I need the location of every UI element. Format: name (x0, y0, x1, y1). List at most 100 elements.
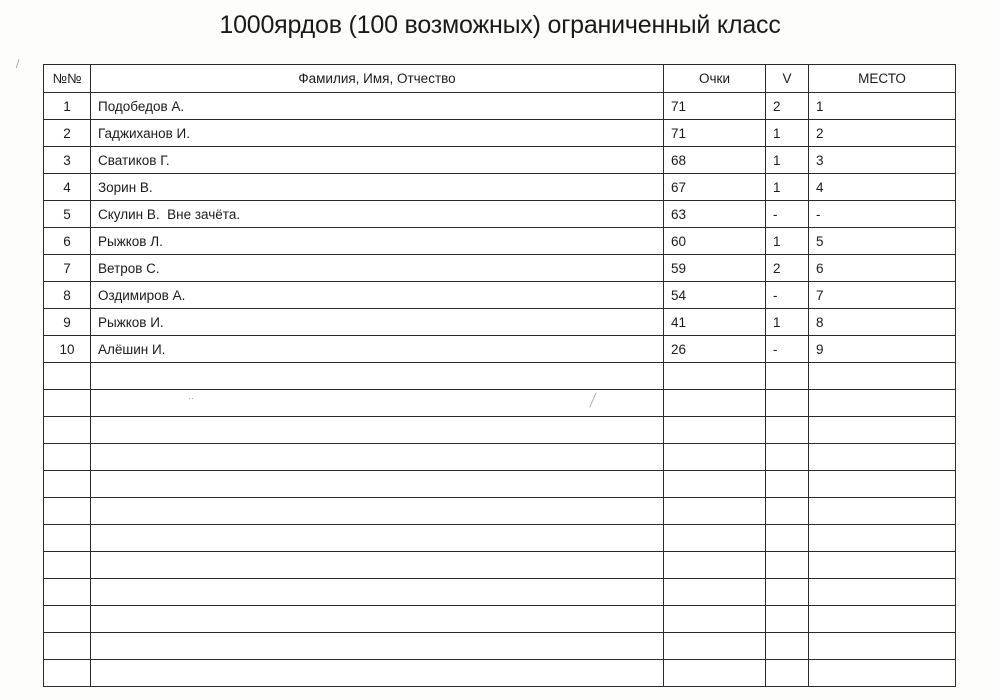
scan-artifact-tick (15, 59, 26, 70)
row-place: - (808, 200, 956, 228)
row-v: 1 (765, 146, 809, 174)
row-v (765, 632, 809, 660)
table-row: 19 (43, 578, 956, 606)
results-table: №№ Фамилия, Имя, Отчество Очки V МЕСТО 1… (43, 64, 956, 687)
row-place: 7 (808, 281, 956, 309)
column-header-number: №№ (43, 64, 91, 93)
row-place (808, 524, 956, 552)
row-place (808, 497, 956, 525)
row-fullname: Скулин В. Вне зачёта. (90, 200, 664, 228)
row-fullname: Сватиков Г. (90, 146, 664, 174)
row-score: 71 (663, 119, 766, 147)
row-number: 12 (43, 389, 91, 417)
row-score (663, 389, 766, 417)
row-number: 7 (43, 254, 91, 282)
row-place (808, 443, 956, 471)
table-row: 1 Подобедов А. 71 2 1 (43, 92, 956, 120)
row-fullname (90, 362, 664, 390)
table-row: 21 (43, 632, 956, 660)
column-header-v: V (765, 64, 809, 93)
table-row: 9 Рыжков И. 41 1 8 (43, 308, 956, 336)
row-v (765, 578, 809, 606)
row-v (765, 524, 809, 552)
row-fullname: Зорин В. (90, 173, 664, 201)
row-score (663, 470, 766, 498)
row-number: 22 (43, 659, 91, 687)
row-place (808, 632, 956, 660)
row-score: 60 (663, 227, 766, 255)
table-row: 6 Рыжков Л. 60 1 5 (43, 227, 956, 255)
row-number: 6 (43, 227, 91, 255)
row-v: 1 (765, 308, 809, 336)
row-v: 1 (765, 119, 809, 147)
row-fullname (90, 497, 664, 525)
row-score: 68 (663, 146, 766, 174)
row-number: 10 (43, 335, 91, 363)
row-number: 3 (43, 146, 91, 174)
row-number: 8 (43, 281, 91, 309)
row-v (765, 443, 809, 471)
row-place: 5 (808, 227, 956, 255)
row-place (808, 659, 956, 687)
row-v (765, 389, 809, 417)
row-place: 1 (808, 92, 956, 120)
row-place (808, 416, 956, 444)
row-v: - (765, 281, 809, 309)
row-number: 9 (43, 308, 91, 336)
row-score (663, 497, 766, 525)
table-header: №№ Фамилия, Имя, Отчество Очки V МЕСТО (43, 64, 956, 93)
row-number: 16 (43, 497, 91, 525)
row-place (808, 605, 956, 633)
table-row: 22 (43, 659, 956, 687)
row-score: 41 (663, 308, 766, 336)
row-number: 17 (43, 524, 91, 552)
table-row: 7 Ветров С. 59 2 6 (43, 254, 956, 282)
row-fullname (90, 416, 664, 444)
row-fullname (90, 470, 664, 498)
row-v: 1 (765, 227, 809, 255)
table-row: 2 Гаджиханов И. 71 1 2 (43, 119, 956, 147)
row-place (808, 551, 956, 579)
row-number: 14 (43, 443, 91, 471)
row-place (808, 470, 956, 498)
row-fullname (90, 443, 664, 471)
row-fullname: Ветров С. (90, 254, 664, 282)
table-row: 18 (43, 551, 956, 579)
row-place: 6 (808, 254, 956, 282)
row-v: - (765, 200, 809, 228)
row-number: 19 (43, 578, 91, 606)
row-place (808, 362, 956, 390)
row-v (765, 605, 809, 633)
row-score: 54 (663, 281, 766, 309)
row-number: 2 (43, 119, 91, 147)
row-fullname (90, 578, 664, 606)
table-row: 4 Зорин В. 67 1 4 (43, 173, 956, 201)
table-row: 15 (43, 470, 956, 498)
row-score: 26 (663, 335, 766, 363)
row-score (663, 659, 766, 687)
row-score: 71 (663, 92, 766, 120)
row-number: 18 (43, 551, 91, 579)
column-header-place: МЕСТО (808, 64, 956, 93)
row-score: 67 (663, 173, 766, 201)
row-v: 2 (765, 254, 809, 282)
table-row: 5 Скулин В. Вне зачёта. 63- - (43, 200, 956, 228)
row-fullname: Оздимиров А. (90, 281, 664, 309)
row-number: 4 (43, 173, 91, 201)
table-row: 16 (43, 497, 956, 525)
row-place: 3 (808, 146, 956, 174)
row-fullname (90, 605, 664, 633)
row-v: 2 (765, 92, 809, 120)
table-row: 12 (43, 389, 956, 417)
row-fullname (90, 551, 664, 579)
table-header-row: №№ Фамилия, Имя, Отчество Очки V МЕСТО (43, 64, 956, 93)
row-v (765, 551, 809, 579)
row-v: 1 (765, 173, 809, 201)
row-score (663, 524, 766, 552)
row-v (765, 497, 809, 525)
row-place (808, 578, 956, 606)
row-place: 9 (808, 335, 956, 363)
page-title: 1000ярдов (100 возможных) ограниченный к… (219, 11, 781, 39)
table-row: 14 (43, 443, 956, 471)
row-place: 8 (808, 308, 956, 336)
